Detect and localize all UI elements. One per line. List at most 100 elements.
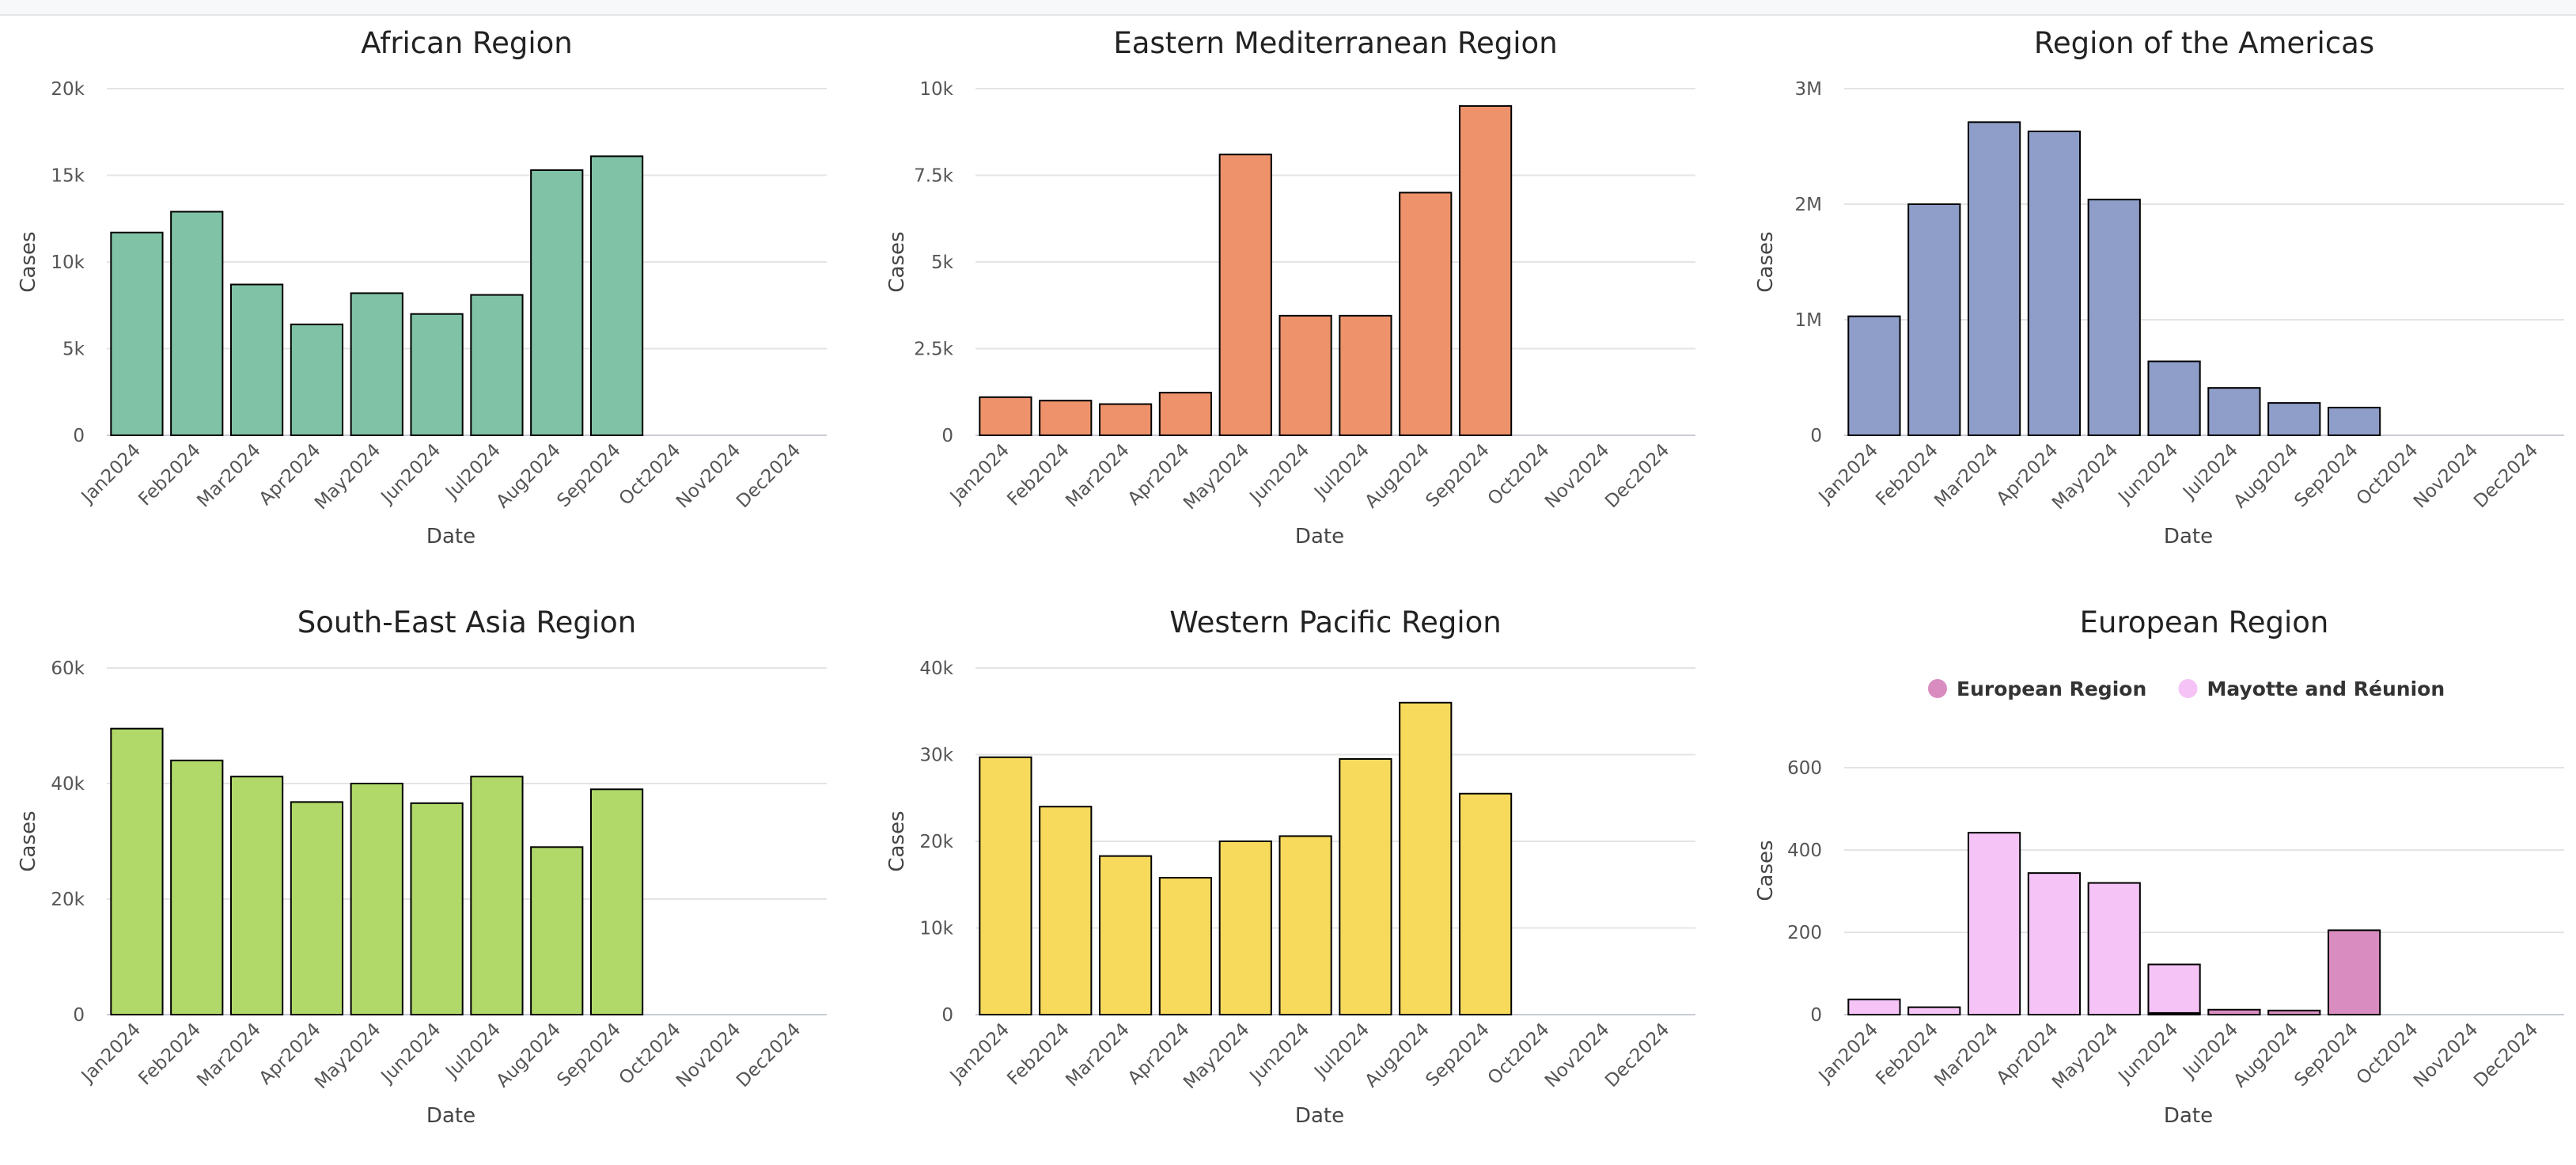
y-tick-label: 200 <box>1787 923 1822 943</box>
chart-panel-eastern-mediterranean-region: Eastern Mediterranean Region 0 2.5k 5k 7.5k 1… <box>869 0 1727 578</box>
bar-sep2024[interactable] <box>1458 792 1513 1015</box>
bar-sep2024[interactable] <box>589 788 644 1015</box>
chart-panel-western-pacific-region: Western Pacific Region 0 10k 20k 30k 40k Jan20… <box>869 579 1727 1157</box>
x-tick-label: Jun2024 <box>2114 440 2183 509</box>
bar-jun2024[interactable] <box>410 802 464 1015</box>
bar-jun2024[interactable] <box>1279 835 1332 1015</box>
bar-feb2024[interactable] <box>170 759 224 1016</box>
bar-may2024[interactable] <box>350 783 403 1015</box>
x-tick-label: Dec2024 <box>1601 1019 1673 1091</box>
bar-jun2024[interactable] <box>2147 360 2201 436</box>
bar-may2024-mayotte-and-r-union[interactable] <box>2087 882 2141 1015</box>
y-tick-label: 0 <box>73 1005 85 1026</box>
bar-aug2024[interactable] <box>1399 701 1453 1016</box>
bar-sep2024[interactable] <box>589 155 644 436</box>
bar-apr2024[interactable] <box>1158 876 1213 1015</box>
x-tick-label: Aug2024 <box>1361 1019 1434 1092</box>
bar-jan2024[interactable] <box>1847 315 1901 436</box>
bar-may2024[interactable] <box>1218 841 1272 1015</box>
x-tick-label: Sep2024 <box>2290 1019 2362 1091</box>
x-tick-label: Mar2024 <box>193 440 264 511</box>
bar-apr2024[interactable] <box>290 323 344 436</box>
y-axis-label: Cases <box>1754 840 1778 901</box>
y-tick-label: 1M <box>1795 310 1822 331</box>
bar-jul2024[interactable] <box>2207 387 2261 437</box>
y-tick-label: 10k <box>51 252 85 273</box>
x-tick-label: Aug2024 <box>492 1019 565 1092</box>
bar-aug2024[interactable] <box>530 846 584 1015</box>
bar-feb2024-mayotte-and-r-union[interactable] <box>1907 1006 1961 1016</box>
bar-aug2024-european-region[interactable] <box>2267 1009 2321 1015</box>
legend-label: Mayotte and Réunion <box>2207 677 2445 700</box>
y-tick-label: 7.5k <box>914 166 954 187</box>
bar-mar2024[interactable] <box>229 283 284 436</box>
bar-sep2024[interactable] <box>2327 406 2381 437</box>
bar-jun2024-mayotte-and-r-union[interactable] <box>2147 963 2201 1014</box>
bar-aug2024[interactable] <box>530 169 584 436</box>
bar-aug2024[interactable] <box>2267 402 2321 436</box>
bar-sep2024-european-region[interactable] <box>2327 929 2381 1015</box>
y-tick-label: 400 <box>1787 841 1822 861</box>
bar-feb2024[interactable] <box>170 211 224 436</box>
x-tick-label: Jan2024 <box>77 440 145 508</box>
bar-mar2024[interactable] <box>1967 121 2021 436</box>
bar-may2024[interactable] <box>350 292 403 437</box>
bar-jul2024-european-region[interactable] <box>2207 1008 2261 1016</box>
bar-apr2024[interactable] <box>290 801 344 1015</box>
y-tick-label: 60k <box>51 658 85 679</box>
x-tick-label: Feb2024 <box>134 440 205 510</box>
bar-jan2024[interactable] <box>110 727 164 1015</box>
y-tick-label: 2M <box>1795 195 1822 215</box>
x-tick-label: Jan2024 <box>945 1019 1013 1087</box>
bar-jul2024[interactable] <box>470 776 524 1016</box>
x-tick-label: Feb2024 <box>1003 1019 1074 1090</box>
y-tick-label: 20k <box>919 832 953 852</box>
bar-jan2024[interactable] <box>979 396 1032 437</box>
y-tick-label: 10k <box>919 919 953 939</box>
bar-jan2024[interactable] <box>979 756 1032 1015</box>
x-tick-label: Aug2024 <box>2229 1019 2302 1092</box>
bar-feb2024[interactable] <box>1039 400 1093 437</box>
bar-feb2024[interactable] <box>1039 806 1093 1015</box>
bar-sep2024[interactable] <box>1458 104 1513 436</box>
bar-apr2024[interactable] <box>2027 131 2082 437</box>
x-tick-label: May2024 <box>1180 1019 1253 1093</box>
bar-jul2024[interactable] <box>470 294 524 436</box>
x-axis-label: Date <box>426 1104 475 1128</box>
x-tick-label: Nov2024 <box>672 440 745 513</box>
x-axis-label: Date <box>426 525 475 548</box>
bar-apr2024[interactable] <box>1158 392 1213 437</box>
y-tick-label: 3M <box>1795 79 1822 100</box>
x-tick-label: Dec2024 <box>733 440 805 512</box>
bar-mar2024[interactable] <box>1098 855 1153 1015</box>
bar-feb2024[interactable] <box>1907 203 1961 436</box>
bar-jul2024[interactable] <box>1339 314 1392 437</box>
x-tick-label: Dec2024 <box>2470 1019 2542 1091</box>
legend-marker <box>1928 679 1947 698</box>
y-tick-label: 30k <box>919 746 953 766</box>
legend-item-european-region[interactable]: European Region <box>1928 677 2146 700</box>
bar-apr2024-mayotte-and-r-union[interactable] <box>2027 872 2082 1015</box>
bar-may2024[interactable] <box>1218 154 1272 436</box>
y-axis-label: Cases <box>17 810 40 871</box>
legend-item-mayotte-and-r-union[interactable]: Mayotte and Réunion <box>2178 677 2445 700</box>
x-tick-label: Nov2024 <box>1541 1019 1614 1092</box>
chart-panel-european-region: European Region 0 200 400 600 Jan2024 Feb2024 M… <box>1737 579 2576 1157</box>
bar-mar2024[interactable] <box>1098 403 1153 436</box>
x-tick-label: Mar2024 <box>1062 1019 1133 1091</box>
y-tick-label: 20k <box>51 890 85 910</box>
y-tick-label: 40k <box>51 774 85 795</box>
bar-mar2024[interactable] <box>229 776 284 1016</box>
bar-aug2024[interactable] <box>1399 192 1453 436</box>
bar-mar2024-mayotte-and-r-union[interactable] <box>1967 832 2021 1015</box>
bar-jun2024[interactable] <box>1279 314 1332 437</box>
x-axis-label: Date <box>2164 1104 2213 1128</box>
bar-may2024[interactable] <box>2087 199 2141 436</box>
bar-jan2024[interactable] <box>110 231 164 436</box>
x-tick-label: Jun2024 <box>377 1019 445 1088</box>
chart-svg-region-of-the-americas: Region of the Americas 0 1M 2M 3M Jan2024Feb2… <box>1754 26 2564 548</box>
bar-jul2024[interactable] <box>1339 757 1392 1015</box>
x-tick-label: Sep2024 <box>553 1019 624 1091</box>
bar-jun2024[interactable] <box>410 313 464 437</box>
bar-jan2024-mayotte-and-r-union[interactable] <box>1847 998 1901 1016</box>
